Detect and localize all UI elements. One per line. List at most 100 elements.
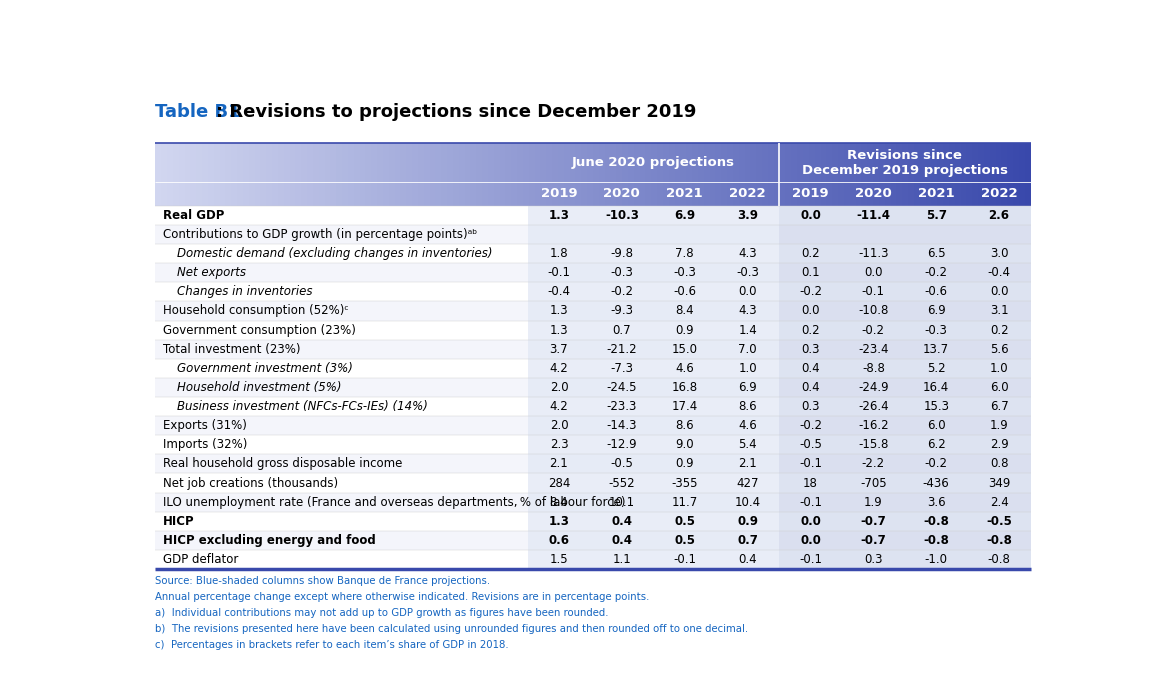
- Bar: [371, 144, 378, 206]
- Text: 0.3: 0.3: [801, 343, 819, 356]
- Text: Domestic demand (excluding changes in inventories): Domestic demand (excluding changes in in…: [177, 247, 493, 260]
- Bar: [967, 493, 1031, 512]
- Bar: [779, 454, 842, 473]
- Bar: [260, 144, 267, 206]
- Bar: [590, 416, 654, 435]
- Bar: [967, 263, 1031, 282]
- Bar: [908, 144, 915, 206]
- Text: 4.3: 4.3: [738, 304, 757, 318]
- Text: 4.6: 4.6: [738, 419, 757, 432]
- Text: Real GDP: Real GDP: [162, 209, 224, 222]
- Text: -23.4: -23.4: [858, 343, 889, 356]
- Bar: [967, 321, 1031, 340]
- Text: Table B1: Table B1: [155, 103, 241, 121]
- Text: 11.7: 11.7: [671, 496, 698, 509]
- Bar: [739, 144, 745, 206]
- Text: 0.9: 0.9: [676, 457, 694, 470]
- Bar: [494, 144, 501, 206]
- Bar: [779, 473, 842, 493]
- Bar: [716, 454, 779, 473]
- Bar: [779, 321, 842, 340]
- Text: 3.0: 3.0: [990, 247, 1009, 260]
- Bar: [716, 206, 779, 225]
- Bar: [529, 144, 536, 206]
- Bar: [528, 225, 590, 244]
- Text: 7.8: 7.8: [676, 247, 694, 260]
- Text: 3.7: 3.7: [550, 343, 568, 356]
- Text: 0.2: 0.2: [989, 323, 1009, 337]
- Bar: [552, 144, 559, 206]
- Bar: [590, 397, 654, 416]
- Bar: [528, 493, 590, 512]
- Bar: [161, 144, 168, 206]
- Bar: [680, 144, 687, 206]
- Text: 0.4: 0.4: [801, 362, 820, 375]
- Bar: [716, 263, 779, 282]
- Text: -0.7: -0.7: [861, 534, 886, 547]
- Text: 4.2: 4.2: [550, 400, 568, 413]
- Text: Changes in inventories: Changes in inventories: [177, 286, 312, 298]
- Bar: [558, 144, 565, 206]
- Text: 5.4: 5.4: [738, 438, 757, 452]
- Text: -0.8: -0.8: [986, 534, 1012, 547]
- Bar: [654, 225, 716, 244]
- Text: 15.0: 15.0: [672, 343, 698, 356]
- Text: 6.5: 6.5: [927, 247, 945, 260]
- Bar: [905, 416, 967, 435]
- Bar: [590, 206, 654, 569]
- Text: 6.9: 6.9: [927, 304, 945, 318]
- Text: -0.6: -0.6: [924, 286, 948, 298]
- Text: 2019: 2019: [793, 188, 828, 200]
- Bar: [654, 263, 716, 282]
- Bar: [383, 144, 390, 206]
- Bar: [231, 144, 238, 206]
- Bar: [590, 473, 654, 493]
- Bar: [905, 473, 967, 493]
- Bar: [905, 359, 967, 378]
- Text: -21.2: -21.2: [606, 343, 638, 356]
- Text: -2.2: -2.2: [862, 457, 885, 470]
- Text: 2019: 2019: [540, 188, 577, 200]
- Bar: [842, 493, 905, 512]
- Bar: [1014, 144, 1019, 206]
- Text: 1.3: 1.3: [550, 304, 568, 318]
- Bar: [983, 144, 990, 206]
- Text: -0.1: -0.1: [799, 553, 821, 566]
- Text: 4.6: 4.6: [676, 362, 694, 375]
- Bar: [325, 144, 331, 206]
- Bar: [879, 144, 885, 206]
- Text: -14.3: -14.3: [606, 419, 638, 432]
- Text: 0.8: 0.8: [990, 457, 1009, 470]
- Text: -705: -705: [860, 477, 886, 489]
- Text: 0.2: 0.2: [801, 247, 820, 260]
- Bar: [675, 144, 681, 206]
- Bar: [914, 144, 921, 206]
- Bar: [654, 435, 716, 454]
- Bar: [611, 144, 617, 206]
- Bar: [868, 144, 874, 206]
- Text: -0.1: -0.1: [799, 496, 821, 509]
- Text: -0.3: -0.3: [611, 266, 633, 279]
- Bar: [366, 144, 373, 206]
- Bar: [751, 144, 757, 206]
- Bar: [715, 144, 722, 206]
- Bar: [905, 531, 967, 550]
- Bar: [654, 206, 716, 225]
- Bar: [528, 359, 590, 378]
- Text: 349: 349: [988, 477, 1010, 489]
- Text: Contributions to GDP growth (in percentage points)ᵃᵇ: Contributions to GDP growth (in percenta…: [162, 228, 477, 241]
- Text: 2022: 2022: [981, 188, 1017, 200]
- Text: 0.4: 0.4: [611, 534, 633, 547]
- Text: 2.9: 2.9: [989, 438, 1009, 452]
- Bar: [716, 378, 779, 397]
- Text: 0.2: 0.2: [801, 323, 820, 337]
- Text: 1.4: 1.4: [738, 323, 757, 337]
- Text: 2.3: 2.3: [550, 438, 568, 452]
- Text: 1.1: 1.1: [612, 553, 632, 566]
- Bar: [779, 493, 842, 512]
- Bar: [289, 144, 296, 206]
- Text: -11.3: -11.3: [858, 247, 889, 260]
- Text: 1.8: 1.8: [550, 247, 568, 260]
- Bar: [278, 144, 285, 206]
- Bar: [955, 144, 961, 206]
